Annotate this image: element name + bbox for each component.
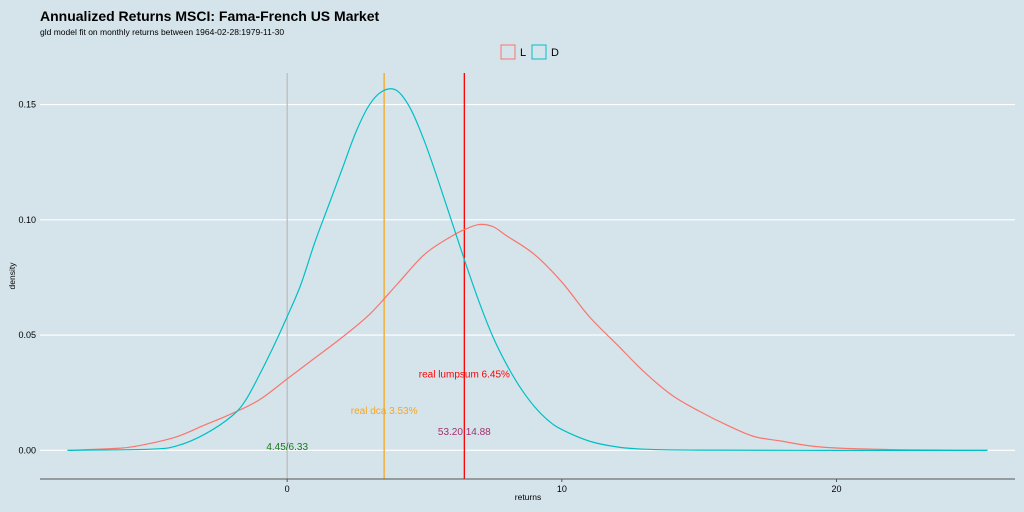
x-tick-label: 10 [557,484,567,494]
x-axis-label: returns [515,492,541,502]
series-line-D [67,88,988,451]
annotation-1: real dca 3.53% [351,406,418,417]
x-tick-labels: 0 10 20 [285,479,841,494]
annotation-3: 4.45/6.33 [266,442,308,453]
chart-subtitle: gld model fit on monthly returns between… [40,27,284,37]
annotation-0: real lumpsum 6.45% [419,369,510,380]
legend: L D [500,44,559,60]
annotations: real lumpsum 6.45% real dca 3.53% 53.20:14… [266,369,510,453]
y-tick-label: 0.10 [18,215,36,225]
y-tick-label: 0.15 [18,100,36,110]
y-axis-label: density [7,262,17,290]
y-tick-label: 0.00 [18,445,36,455]
legend-label-D: D [551,47,559,59]
legend-label-L: L [520,47,526,59]
annotation-2: 53.20:14.88 [438,427,491,438]
vertical-reference-lines [286,73,465,479]
x-tick-label: 0 [285,484,290,494]
x-tick-label: 20 [831,484,841,494]
series-line-L [67,223,988,451]
y-tick-label: 0.05 [18,330,36,340]
legend-key-D [531,44,547,60]
y-tick-labels: 0.00 0.05 0.10 0.15 [18,100,36,456]
legend-key-L [500,44,516,60]
density-series [67,88,988,451]
chart-title: Annualized Returns MSCI: Fama-French US … [40,8,380,24]
